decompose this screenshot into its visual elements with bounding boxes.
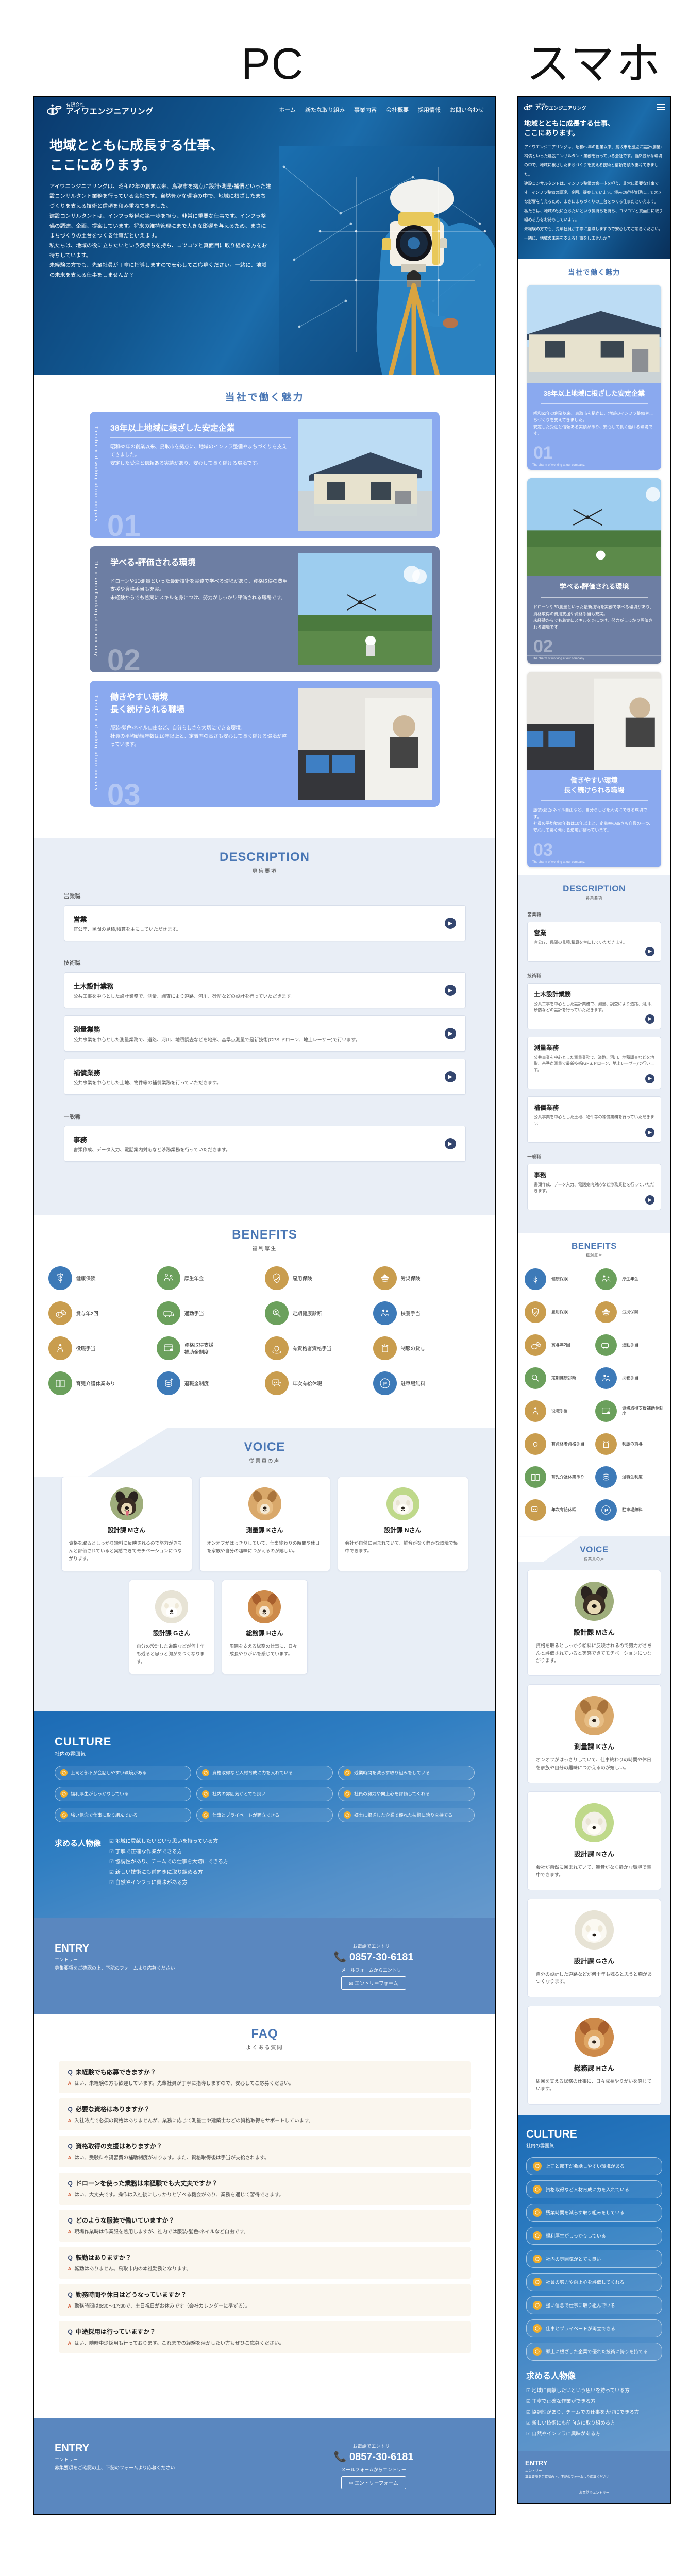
svg-text:P: P [383,1381,386,1387]
svg-text:$: $ [58,1314,60,1317]
svg-text:P: P [604,1508,608,1514]
